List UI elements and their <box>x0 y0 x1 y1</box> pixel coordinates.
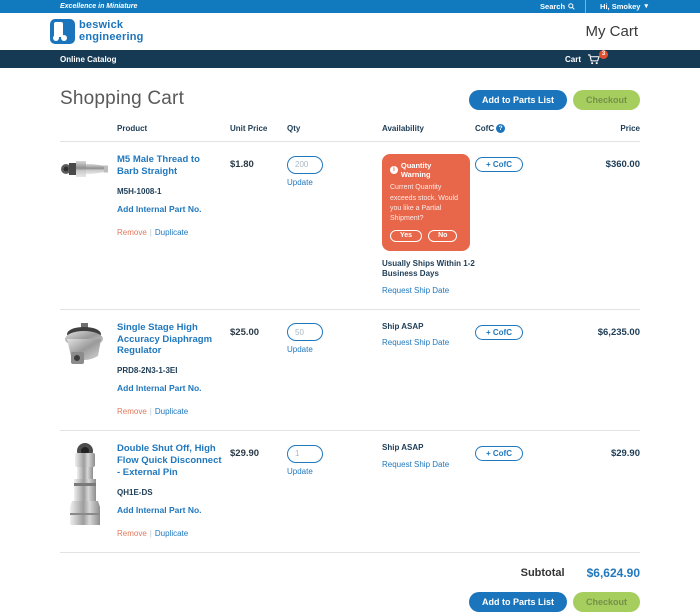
warning-title: i Quantity Warning <box>390 161 462 179</box>
partial-shipment-no-button[interactable]: No <box>428 229 458 242</box>
partial-shipment-yes-button[interactable]: Yes <box>390 229 423 242</box>
qty-input[interactable] <box>287 323 323 342</box>
product-image-barb-fitting[interactable] <box>60 154 110 184</box>
warning-message: Current Quantity exceeds stock. Would yo… <box>390 184 458 222</box>
unit-price: $25.00 <box>230 326 260 338</box>
top-utility-bar: Excellence in Miniature Search Hi, Smoke… <box>0 0 700 13</box>
part-number: QH1E-DS <box>117 487 153 497</box>
nav-cart[interactable]: Cart 3 <box>564 49 608 65</box>
cofc-help-icon[interactable]: ? <box>496 124 506 134</box>
remove-link[interactable]: Remove <box>117 407 147 417</box>
user-menu[interactable]: Hi, Smokey ▾ <box>585 0 662 13</box>
nav-online-catalog[interactable]: Online Catalog <box>60 54 117 64</box>
cart-row-qh1e: Double Shut Off, High Flow Quick Disconn… <box>60 431 640 553</box>
product-name-link[interactable]: Double Shut Off, High Flow Quick Disconn… <box>117 443 222 479</box>
unit-price: $1.80 <box>230 159 254 171</box>
part-number: PRD8-2N3-1-3EI <box>117 366 178 376</box>
checkout-button-bottom[interactable]: Checkout <box>572 591 640 612</box>
search-label: Search <box>540 2 566 11</box>
update-qty-link[interactable]: Update <box>287 466 313 476</box>
logo[interactable]: beswick engineering <box>50 19 144 44</box>
nav-bar: Online Catalog Cart 3 <box>0 49 700 68</box>
line-price: $6,235.00 <box>597 326 640 338</box>
page-title: Shopping Cart <box>60 88 185 109</box>
product-image-regulator[interactable] <box>60 322 110 368</box>
cart-row-m5h: M5 Male Thread to Barb Straight M5H-1008… <box>60 142 640 310</box>
site-header: beswick engineering My Cart <box>0 13 700 50</box>
request-ship-date-link[interactable]: Request Ship Date <box>382 338 450 348</box>
line-price: $29.90 <box>610 448 640 460</box>
qty-input[interactable] <box>287 155 323 174</box>
search-button[interactable]: Search <box>530 0 585 13</box>
add-internal-part-link[interactable]: Add Internal Part No. <box>117 204 202 215</box>
main-content: Shopping Cart Add to Parts List Checkout… <box>0 68 700 612</box>
qty-input[interactable] <box>287 444 323 463</box>
product-name-link[interactable]: Single Stage High Accuracy Diaphragm Reg… <box>117 321 213 357</box>
product-image-quick-disconnect[interactable] <box>60 443 110 529</box>
duplicate-link[interactable]: Duplicate <box>154 407 189 417</box>
bottom-actions: Add to Parts List Checkout <box>60 591 640 612</box>
product-name-link[interactable]: M5 Male Thread to Barb Straight <box>117 154 200 178</box>
col-availability: Availability <box>382 124 424 134</box>
tagline: Excellence in Miniature <box>60 3 138 10</box>
col-product: Product <box>117 124 148 134</box>
add-cofc-button[interactable]: + CofC <box>475 157 523 173</box>
add-to-parts-list-button-bottom[interactable]: Add to Parts List <box>468 591 567 612</box>
add-internal-part-link[interactable]: Add Internal Part No. <box>117 383 202 394</box>
topbar-right: Search Hi, Smokey ▾ <box>530 0 662 13</box>
info-icon: i <box>390 166 398 175</box>
update-qty-link[interactable]: Update <box>287 345 313 355</box>
col-unit-price: Unit Price <box>230 124 268 134</box>
cart-count-badge: 3 <box>599 49 608 59</box>
duplicate-link[interactable]: Duplicate <box>154 228 189 238</box>
unit-price: $29.90 <box>230 448 260 460</box>
logo-text: beswick engineering <box>79 18 144 43</box>
checkout-button-top[interactable]: Checkout <box>572 90 640 110</box>
availability-text: Ship ASAP <box>382 321 424 331</box>
my-cart-link[interactable]: My Cart <box>585 23 639 40</box>
availability-text: Usually Ships Within 1-2 Business Days <box>382 258 475 279</box>
chevron-down-icon: ▾ <box>644 3 648 10</box>
remove-link[interactable]: Remove <box>117 228 147 238</box>
subtotal-value: $6,624.90 <box>586 565 640 580</box>
line-price: $360.00 <box>605 159 640 171</box>
col-price: Price <box>620 124 640 134</box>
add-cofc-button[interactable]: + CofC <box>475 324 523 340</box>
add-internal-part-link[interactable]: Add Internal Part No. <box>117 504 202 515</box>
availability-text: Ship ASAP <box>382 443 424 453</box>
col-qty: Qty <box>287 124 301 134</box>
cart-icon <box>587 53 600 65</box>
add-cofc-button[interactable]: + CofC <box>475 446 523 462</box>
search-icon <box>568 3 575 10</box>
subtotal-row: Subtotal $6,624.90 <box>60 553 640 580</box>
duplicate-link[interactable]: Duplicate <box>154 528 189 538</box>
table-header: Product Unit Price Qty Availability CofC… <box>60 124 640 143</box>
col-cofc: CofC? <box>475 124 542 134</box>
request-ship-date-link[interactable]: Request Ship Date <box>382 285 450 295</box>
request-ship-date-link[interactable]: Request Ship Date <box>382 459 450 469</box>
quantity-warning-panel: i Quantity Warning Current Quantity exce… <box>382 154 470 251</box>
part-number: M5H-1008-1 <box>117 187 162 197</box>
subtotal-label: Subtotal <box>520 566 565 579</box>
add-to-parts-list-button-top[interactable]: Add to Parts List <box>468 90 567 110</box>
update-qty-link[interactable]: Update <box>287 177 313 187</box>
cart-label: Cart <box>564 54 581 64</box>
user-greeting: Hi, Smokey <box>600 2 641 11</box>
remove-link[interactable]: Remove <box>117 528 147 538</box>
cart-row-prd8: Single Stage High Accuracy Diaphragm Reg… <box>60 310 640 432</box>
logo-icon <box>50 19 75 44</box>
